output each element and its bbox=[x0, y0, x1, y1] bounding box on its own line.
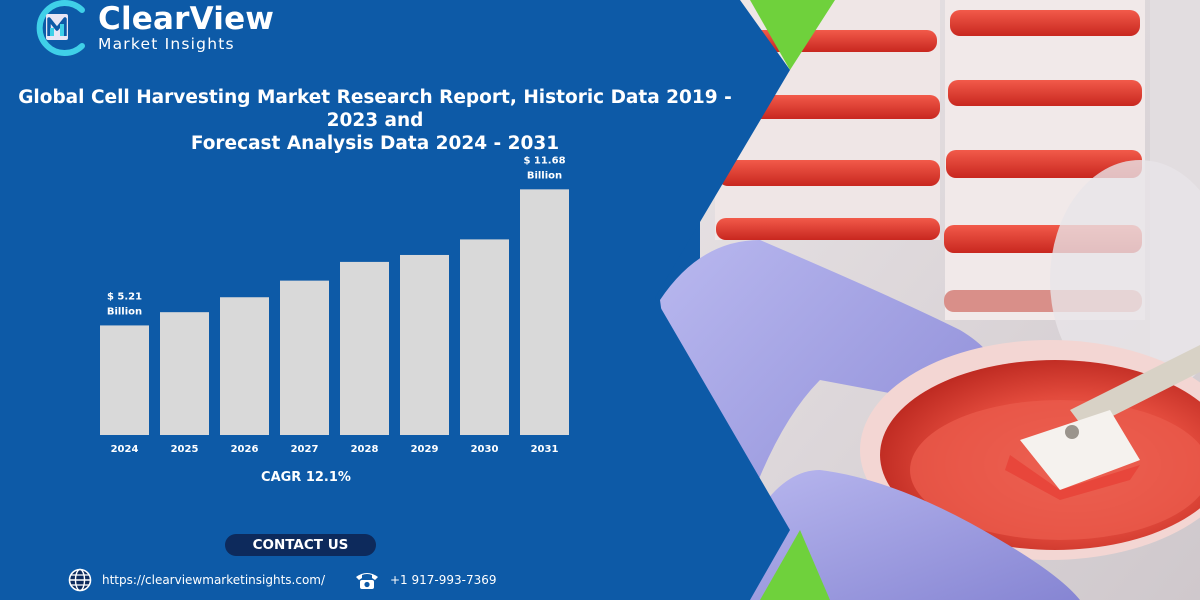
website-url: https://clearviewmarketinsights.com/ bbox=[102, 573, 326, 587]
cell-scraper bbox=[1005, 345, 1200, 500]
data-label-2031-unit: Billion bbox=[527, 170, 562, 181]
report-title-line2: Forecast Analysis Data 2024 - 2031 bbox=[190, 133, 560, 154]
bar-2026 bbox=[220, 297, 269, 435]
x-tick-label-2024: 2024 bbox=[111, 444, 139, 455]
green-accent-bottom bbox=[760, 530, 830, 600]
phone-number: +1 917-993-7369 bbox=[390, 573, 497, 587]
x-tick-label-2026: 2026 bbox=[231, 444, 259, 455]
blue-panel bbox=[0, 0, 790, 600]
report-title-line1: Global Cell Harvesting Market Research R… bbox=[18, 87, 732, 131]
brand-tagline: Market Insights bbox=[98, 34, 235, 53]
data-label-2024-value: $ 5.21 bbox=[107, 291, 142, 302]
bar-2027 bbox=[280, 280, 329, 435]
brand-logo[interactable]: ClearView Market Insights bbox=[28, 0, 274, 56]
x-tick-label-2025: 2025 bbox=[171, 444, 199, 455]
globe-icon bbox=[68, 568, 92, 592]
x-tick-label-2030: 2030 bbox=[471, 444, 499, 455]
bar-2024 bbox=[100, 325, 149, 435]
telephone-icon bbox=[356, 573, 378, 589]
bar-2029 bbox=[400, 254, 449, 435]
brand-name: ClearView bbox=[98, 0, 275, 37]
bar-2028 bbox=[340, 261, 389, 435]
data-label-2031-value: $ 11.68 bbox=[523, 155, 565, 166]
x-tick-label-2031: 2031 bbox=[531, 444, 559, 455]
green-accent-top bbox=[750, 0, 835, 70]
website-link[interactable]: https://clearviewmarketinsights.com/ bbox=[68, 568, 325, 592]
bar-2031 bbox=[520, 189, 569, 435]
clearview-logo-icon bbox=[36, 0, 85, 56]
report-title: Global Cell Harvesting Market Research R… bbox=[0, 86, 750, 155]
x-tick-label-2028: 2028 bbox=[351, 444, 379, 455]
phone-link[interactable]: +1 917-993-7369 bbox=[354, 568, 497, 592]
cagr-label: CAGR 12.1% bbox=[261, 470, 351, 485]
bar-2025 bbox=[160, 312, 209, 435]
data-label-2024-unit: Billion bbox=[107, 306, 142, 317]
contact-us-button[interactable]: CONTACT US bbox=[225, 534, 376, 556]
x-tick-label-2029: 2029 bbox=[411, 444, 439, 455]
bar-2030 bbox=[460, 239, 509, 435]
x-tick-label-2027: 2027 bbox=[291, 444, 319, 455]
